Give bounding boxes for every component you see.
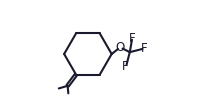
Text: F: F bbox=[122, 60, 129, 73]
Text: O: O bbox=[116, 41, 125, 54]
Text: F: F bbox=[129, 32, 135, 45]
Text: F: F bbox=[141, 42, 148, 55]
